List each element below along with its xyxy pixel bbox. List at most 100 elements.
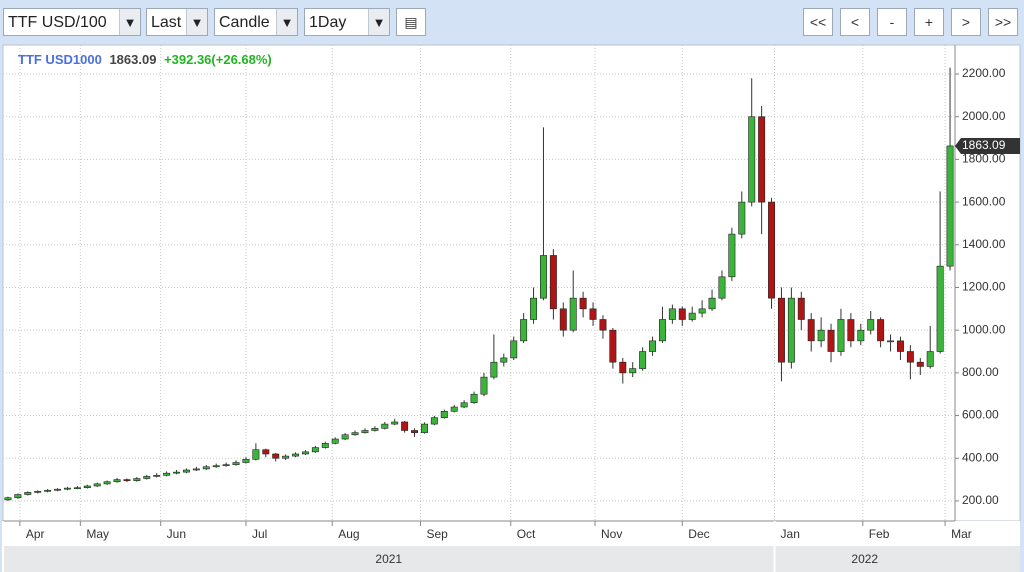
style-select[interactable]: Candle ▼ <box>214 8 298 36</box>
candle-body <box>698 308 706 314</box>
candle-body <box>470 393 478 404</box>
nav-button[interactable]: + <box>914 8 944 36</box>
x-tick-label: Dec <box>688 527 709 541</box>
candle-body <box>688 312 696 320</box>
candle-body <box>579 297 587 310</box>
candle-body <box>202 466 210 470</box>
candle-body <box>678 308 686 320</box>
candle-body <box>4 497 12 501</box>
x-tick-label: Jul <box>252 527 267 541</box>
candle-body <box>391 421 399 425</box>
nav-button[interactable]: - <box>877 8 907 36</box>
candle-body <box>54 488 62 491</box>
y-tick-label: 2000.00 <box>962 109 1006 123</box>
candle-body <box>401 421 409 431</box>
candle-body <box>599 319 607 331</box>
interval-select[interactable]: 1Day ▼ <box>304 8 390 36</box>
nav-button[interactable]: >> <box>988 8 1018 36</box>
candle-body <box>411 430 419 433</box>
candle-body <box>837 319 845 352</box>
candle-body <box>460 402 468 408</box>
y-tick-label: 1600.00 <box>962 194 1006 208</box>
symbol-select[interactable]: TTF USD/100 ▼ <box>3 8 141 36</box>
candle-body <box>896 340 904 352</box>
x-tick-label: Sep <box>426 527 448 541</box>
x-tick-label: Apr <box>26 527 45 541</box>
year-band <box>3 546 1020 572</box>
month-band <box>3 521 1020 546</box>
candle-body <box>877 319 885 342</box>
candle-body <box>331 438 339 444</box>
style: Candle <box>219 14 270 31</box>
candle-body <box>103 481 111 485</box>
candle-body <box>123 479 131 481</box>
nav-button[interactable]: > <box>951 8 981 36</box>
table-button[interactable]: ▤ <box>396 8 426 36</box>
candle-body <box>113 479 121 483</box>
last-price-label: 1863.09 <box>962 138 1006 152</box>
candle-body <box>133 478 141 481</box>
candle-body <box>589 308 597 320</box>
candle-body <box>847 319 855 342</box>
candle-body <box>559 308 567 331</box>
candle-body <box>639 351 647 369</box>
x-tick-label: Jun <box>167 527 186 541</box>
candle-body <box>14 494 22 499</box>
candle-body <box>490 361 498 378</box>
y-tick-label: 2200.00 <box>962 66 1006 80</box>
candle-body <box>173 471 181 474</box>
candle-body <box>708 297 716 310</box>
year-label: 2022 <box>851 552 878 566</box>
nav-button[interactable]: << <box>803 8 833 36</box>
nav-button[interactable]: < <box>840 8 870 36</box>
x-tick-label: Jan <box>781 527 800 541</box>
candle-body <box>817 329 825 342</box>
candle-body <box>658 319 666 342</box>
legend-symbol: TTF USD1000 <box>18 52 102 67</box>
x-tick-label: Feb <box>869 527 890 541</box>
candle-body <box>163 472 171 476</box>
candle-body <box>153 475 161 477</box>
candle-body <box>480 376 488 395</box>
y-tick-label: 800.00 <box>962 365 999 379</box>
symbol: TTF USD/100 <box>8 14 107 31</box>
candle-body <box>420 423 428 433</box>
candle-body <box>758 116 766 203</box>
candle-body <box>371 428 379 431</box>
candle-body <box>34 491 42 493</box>
candle-body <box>272 453 280 459</box>
toolbar: TTF USD/100 ▼ Last ▼ Candle ▼ 1Day ▼ ▤ << < - +… <box>0 0 1024 44</box>
candle-body <box>629 368 637 374</box>
y-tick-label: 1800.00 <box>962 152 1006 166</box>
candle-body <box>63 487 71 490</box>
x-tick-label: Aug <box>338 527 359 541</box>
field-select[interactable]: Last ▼ <box>146 8 208 36</box>
x-tick-label: May <box>86 527 109 541</box>
x-tick-label: Oct <box>517 527 536 541</box>
y-tick-label: 1000.00 <box>962 322 1006 336</box>
y-tick-label: 200.00 <box>962 493 999 507</box>
candle-body <box>748 116 756 203</box>
candle-body <box>430 417 438 425</box>
y-tick-label: 1400.00 <box>962 237 1006 251</box>
candle-body <box>83 485 91 489</box>
candle-body <box>252 449 260 460</box>
candle-body <box>222 464 230 467</box>
candle-body <box>440 410 448 418</box>
candle-body <box>24 492 32 495</box>
candle-body <box>520 319 528 342</box>
candle-body <box>609 329 617 363</box>
candle-body <box>381 423 389 429</box>
candle-body <box>787 297 795 363</box>
candle-body <box>510 340 518 359</box>
candle-body <box>807 319 815 342</box>
candle-body <box>728 233 736 278</box>
legend-last: 1863.09 <box>109 52 156 67</box>
candle-body <box>569 297 577 331</box>
last-price-tag <box>955 137 1020 154</box>
legend: TTF USD1000 1863.09 +392.36(+26.68%) <box>18 52 272 67</box>
candle-body <box>143 476 151 479</box>
candle-body <box>827 329 835 352</box>
chart: 200.00 400.00 600.00 800.00 1000.00 1200.00 14… <box>0 44 1024 572</box>
